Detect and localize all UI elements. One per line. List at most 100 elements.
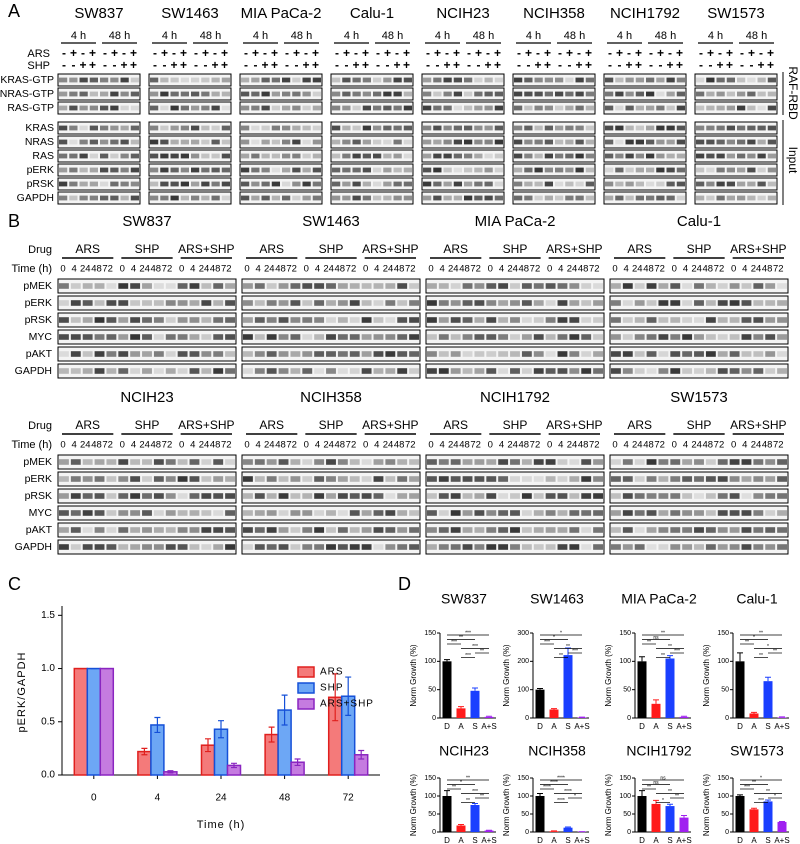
cell-line-name: SW1463 — [302, 213, 360, 230]
blot-band — [545, 351, 556, 357]
blot-band — [666, 153, 675, 159]
blot-band — [130, 351, 141, 357]
time-label: 4 — [256, 440, 261, 451]
blot-band — [160, 153, 169, 159]
blot-band — [373, 476, 384, 482]
bar — [763, 801, 773, 832]
blot-band — [534, 139, 543, 145]
blot-band — [534, 105, 543, 111]
significance-label: ** — [675, 794, 679, 800]
treatment-sign: - — [426, 46, 430, 60]
blot-band — [225, 476, 235, 482]
blot-band — [524, 125, 533, 131]
blot-band — [373, 153, 382, 159]
treatment-sign: - — [618, 58, 622, 72]
blot-band — [349, 527, 360, 533]
blot-band — [349, 510, 360, 516]
blot-band — [533, 283, 544, 289]
blot-band — [544, 77, 553, 83]
blot-band — [302, 300, 313, 306]
blot-band — [510, 351, 520, 357]
blot-label: MYC — [29, 331, 53, 343]
blot-band — [290, 283, 301, 289]
blot-band — [385, 493, 396, 499]
blot-band — [462, 459, 473, 465]
blot-strip — [330, 177, 414, 191]
blot-band — [106, 368, 117, 374]
blot-band — [130, 181, 139, 187]
blot-band — [177, 317, 188, 323]
blot-strip — [512, 149, 596, 163]
time-label: 0 — [731, 440, 736, 451]
blot-band — [737, 195, 746, 201]
blot-band — [474, 91, 483, 97]
panel-label: B — [8, 211, 20, 231]
blot-band — [94, 283, 105, 289]
blot-band — [717, 351, 728, 357]
blot-band — [581, 368, 592, 374]
blot-band — [160, 91, 169, 97]
significance-label: * — [753, 635, 755, 641]
blot-band — [753, 527, 764, 533]
blot-band — [611, 283, 621, 289]
blot-band — [450, 283, 461, 289]
treatment-sign: + — [271, 46, 278, 60]
blot-band — [290, 527, 301, 533]
blot-band — [142, 510, 152, 516]
y-tick-label: 0 — [725, 829, 729, 836]
blot-band — [59, 77, 68, 83]
blot-band — [747, 167, 756, 173]
blot-band — [100, 105, 109, 111]
blot-band — [514, 139, 523, 145]
blot-strip — [694, 101, 778, 115]
significance-label: ** — [759, 653, 763, 659]
time-label: 0 — [60, 440, 65, 451]
blot-band — [581, 527, 592, 533]
blot-band — [326, 368, 336, 374]
blot-band — [69, 77, 78, 83]
x-tick-label: A+S — [574, 836, 589, 844]
blot-band — [474, 510, 485, 516]
blot-band — [332, 195, 341, 201]
legend-label: ARS — [320, 667, 344, 678]
time-label: 0 — [488, 440, 493, 451]
blot-band — [150, 125, 159, 131]
blot-band — [312, 181, 321, 187]
blot-band — [427, 493, 437, 499]
time-label: 0 — [179, 264, 184, 275]
time-label: 4 — [440, 264, 445, 275]
treatment-sign: + — [302, 58, 309, 72]
blot-band — [261, 125, 270, 131]
blot-band — [474, 476, 485, 482]
blot-band — [676, 153, 685, 159]
blot-band — [658, 476, 669, 482]
bar — [665, 658, 675, 718]
treatment-sign: - — [740, 58, 744, 72]
blot-band — [362, 91, 371, 97]
blot-band — [352, 139, 361, 145]
treatment-sign: - — [486, 46, 490, 60]
blot-band — [585, 77, 594, 83]
blot-label: GAPDH — [15, 541, 52, 553]
blot-band — [213, 476, 224, 482]
blot-band — [361, 510, 372, 516]
blot-band — [177, 493, 188, 499]
blot-band — [682, 300, 693, 306]
significance-label: ** — [480, 649, 484, 655]
blot-band — [251, 105, 260, 111]
blot-band — [70, 283, 81, 289]
blot-band — [82, 459, 93, 465]
y-tick-label: 100 — [517, 793, 529, 800]
time-label: 24 — [567, 264, 578, 275]
blot-band — [106, 317, 117, 323]
blot-band — [142, 368, 152, 374]
blot-band — [634, 283, 645, 289]
blot-band — [243, 493, 253, 499]
blot-band — [486, 317, 497, 323]
blot-band — [59, 195, 68, 201]
blot-band — [593, 476, 603, 482]
blot-band — [615, 181, 624, 187]
blot-band — [717, 493, 728, 499]
blot-band — [716, 105, 725, 111]
blot-band — [646, 195, 655, 201]
